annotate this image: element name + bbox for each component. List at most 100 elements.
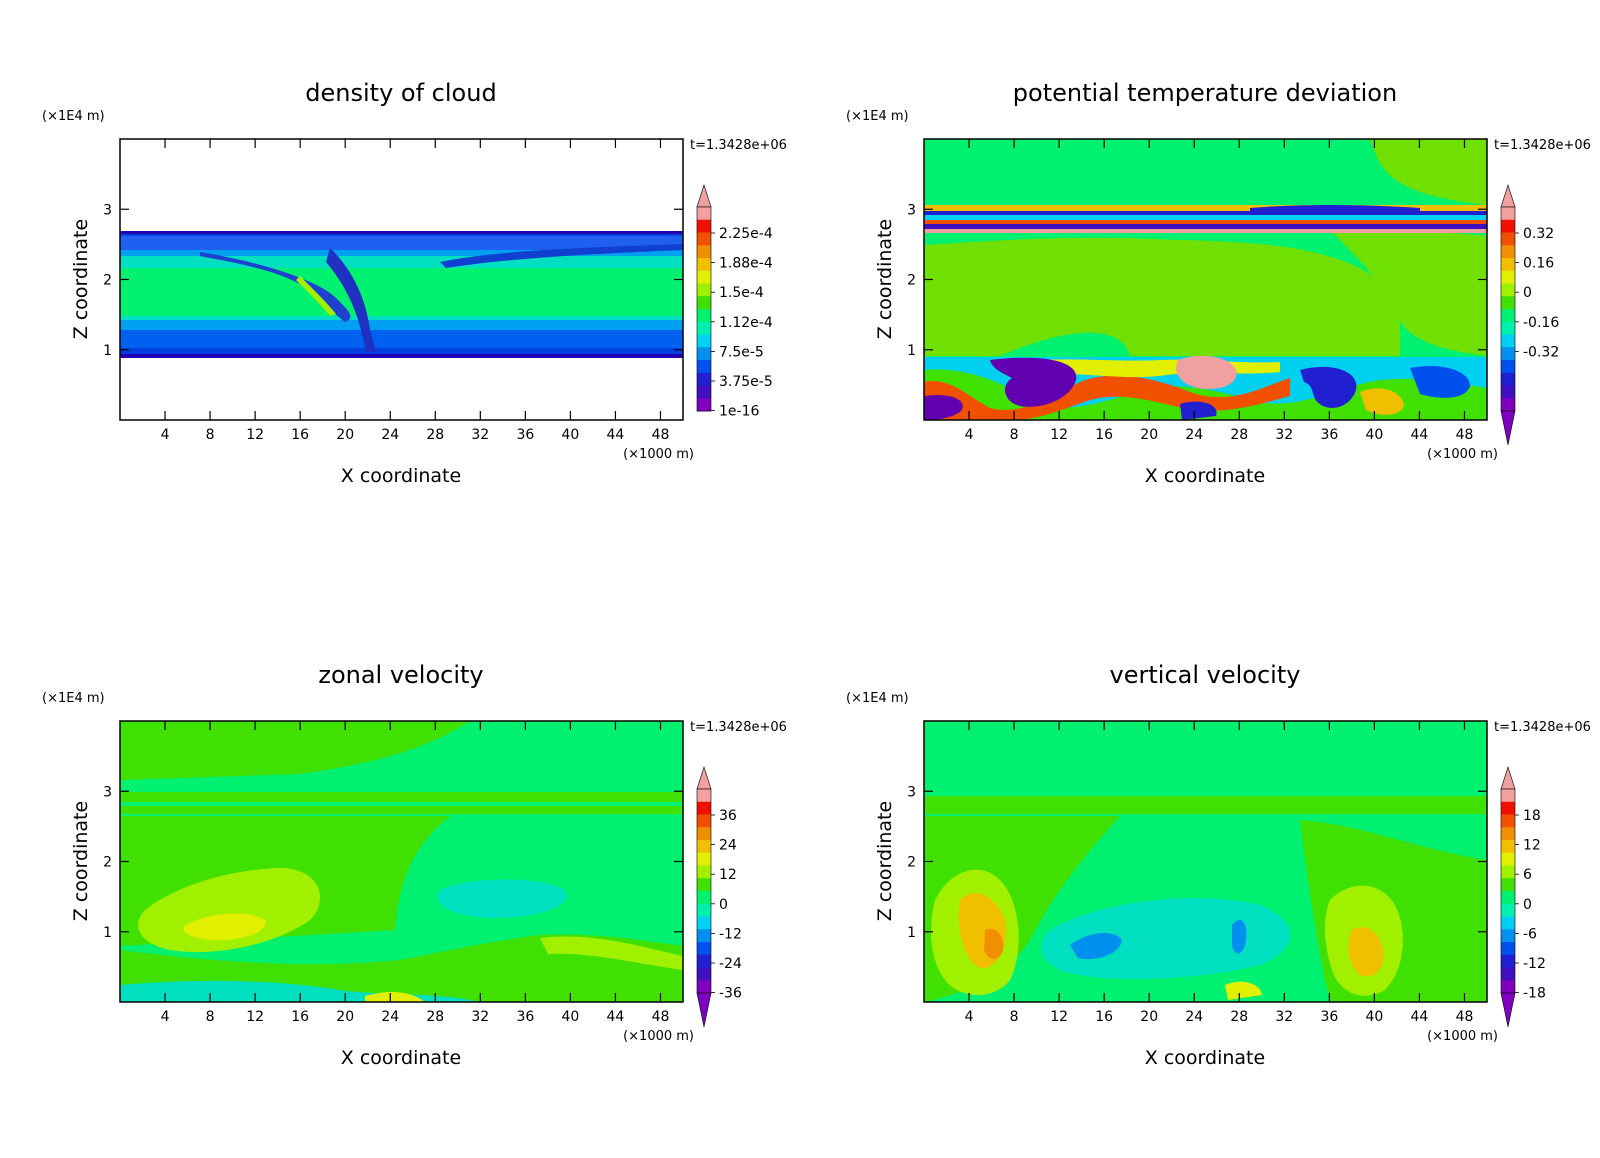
y-tick-label: 3 xyxy=(907,784,916,800)
time-label: t=1.3428e+06 xyxy=(690,138,787,153)
x-axis-label: X coordinate xyxy=(1145,1047,1265,1069)
colorbar-swatch xyxy=(697,865,711,879)
colorbar-swatch xyxy=(697,789,711,803)
cloud-column xyxy=(326,248,376,352)
y-axis-label: Z coordinate xyxy=(70,801,92,921)
colorbar-frame xyxy=(696,206,712,412)
colorbar-swatch xyxy=(697,245,711,259)
y-unit-label: (×1E4 m) xyxy=(846,691,909,706)
x-unit-label: (×1000 m) xyxy=(623,447,694,462)
colorbar-label: 1.5e-4 xyxy=(719,285,764,301)
upper-green-region xyxy=(120,721,470,780)
x-tick-label: 16 xyxy=(291,427,309,443)
x-axis-label: X coordinate xyxy=(341,465,461,487)
panel-potential-temperature-deviation: potential temperature deviation (×1E4 m)… xyxy=(846,79,1591,487)
surface-yellow-2 xyxy=(365,992,425,1002)
x-tick-label: 24 xyxy=(1185,427,1203,443)
colorbar-swatch xyxy=(697,814,711,828)
colorbar-swatch xyxy=(1501,347,1515,361)
colorbar-label: 18 xyxy=(1523,808,1541,824)
left-updraft-core xyxy=(984,928,1004,959)
colorbar-swatch xyxy=(1501,207,1515,221)
colorbar-swatch xyxy=(1501,245,1515,259)
right-updraft-mid xyxy=(1348,927,1384,977)
colorbar-label: 1e-16 xyxy=(719,404,759,420)
x-tick-label: 16 xyxy=(1095,1009,1113,1025)
bl-pink-blob xyxy=(1176,355,1237,390)
time-label: t=1.3428e+06 xyxy=(1494,720,1591,735)
colorbar-label: 3.75e-5 xyxy=(719,374,773,390)
colorbar-swatch xyxy=(1501,258,1515,272)
colorbar-label: 1.12e-4 xyxy=(719,315,773,331)
x-unit-label: (×1000 m) xyxy=(1427,447,1498,462)
colorbar-swatch xyxy=(697,801,711,815)
colorbar-swatch xyxy=(1501,967,1515,981)
colorbar-swatch xyxy=(1501,270,1515,284)
colorbar-swatch xyxy=(697,283,711,297)
x-tick-label: 8 xyxy=(1010,427,1019,443)
x-tick-label: 36 xyxy=(516,1009,534,1025)
time-label: t=1.3428e+06 xyxy=(1494,138,1591,153)
x-tick-label: 48 xyxy=(652,1009,670,1025)
colorbar-swatch xyxy=(1501,296,1515,310)
x-tick-label: 20 xyxy=(336,427,354,443)
x-axis-ticks: 4 8 12 16 20 24 28 32 36 40 44 48 xyxy=(161,721,670,1025)
colorbar-min-arrow xyxy=(1500,410,1516,446)
x-tick-label: 4 xyxy=(965,1009,974,1025)
colorbar-label: -36 xyxy=(719,986,742,1002)
colorbar-swatch xyxy=(1501,827,1515,841)
colorbar-max-arrow xyxy=(1500,766,1516,790)
warm-region-center xyxy=(924,237,1400,356)
colorbar-swatch xyxy=(697,967,711,981)
colorbar-swatch xyxy=(1501,219,1515,233)
surface-yellow xyxy=(540,936,683,970)
x-tick-label: 40 xyxy=(1365,427,1383,443)
x-tick-label: 28 xyxy=(1230,427,1248,443)
colorbar-swatch xyxy=(697,347,711,361)
colorbar-label: -0.16 xyxy=(1523,315,1559,331)
plot-area xyxy=(120,139,683,420)
y-axis-ticks: 1 2 3 xyxy=(103,202,683,359)
x-tick-label: 44 xyxy=(607,427,625,443)
x-tick-label: 24 xyxy=(1185,1009,1203,1025)
y-unit-label: (×1E4 m) xyxy=(42,691,105,706)
colorbar-swatch xyxy=(1501,942,1515,956)
colorbar-label: 24 xyxy=(719,838,737,854)
x-tick-label: 28 xyxy=(426,427,444,443)
colorbar-swatch xyxy=(697,929,711,943)
tropopause-band-6 xyxy=(924,229,1487,233)
y-tick-label: 3 xyxy=(103,202,112,218)
cloud-streak xyxy=(440,244,683,268)
colorbar-label: 36 xyxy=(719,808,737,824)
tropopause-band-1 xyxy=(924,205,1487,211)
y-tick-label: 2 xyxy=(103,855,112,871)
colorbar-swatch xyxy=(1501,398,1515,412)
cloud-wisp xyxy=(296,276,336,316)
x-tick-label: 20 xyxy=(1140,1009,1158,1025)
colorbar-swatch xyxy=(697,827,711,841)
x-tick-label: 24 xyxy=(381,1009,399,1025)
colorbar-swatch xyxy=(1501,916,1515,930)
y-axis-ticks: 1 2 3 xyxy=(103,784,683,941)
x-tick-label: 4 xyxy=(965,427,974,443)
y-tick-label: 1 xyxy=(907,925,916,941)
y-axis-ticks: 1 2 3 xyxy=(907,202,1487,359)
colorbar-label: 0 xyxy=(1523,285,1532,301)
colorbar-swatch xyxy=(697,398,711,412)
colorbar-swatch xyxy=(1501,840,1515,854)
x-tick-label: 20 xyxy=(1140,427,1158,443)
chart-title: potential temperature deviation xyxy=(1013,79,1397,107)
colorbar-max-arrow xyxy=(1500,184,1516,208)
upper-band xyxy=(924,796,1487,814)
plot-area xyxy=(924,721,1487,1002)
colorbar-swatch xyxy=(1501,903,1515,917)
colorbar-swatch xyxy=(697,334,711,348)
chart-title: zonal velocity xyxy=(318,661,483,689)
positive-jet-inner xyxy=(183,913,266,941)
colorbar-swatch xyxy=(1501,385,1515,399)
x-axis-ticks: 4 8 12 16 20 24 28 32 36 40 44 48 xyxy=(965,139,1473,443)
x-tick-label: 36 xyxy=(1320,427,1338,443)
colorbar-swatch xyxy=(1501,283,1515,297)
x-tick-label: 32 xyxy=(471,1009,489,1025)
